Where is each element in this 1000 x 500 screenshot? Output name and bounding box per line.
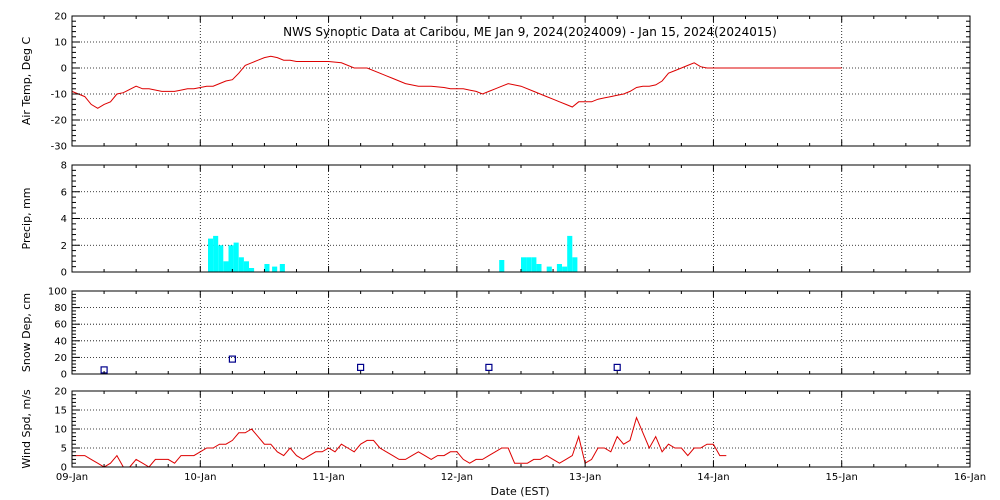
precip-bar (521, 257, 527, 272)
snowdepth-frame (71, 290, 971, 375)
precip-bar (238, 257, 244, 272)
x-axis-title: Date (EST) (490, 485, 549, 498)
precip-bar (562, 266, 568, 272)
chart-title: NWS Synoptic Data at Caribou, ME Jan 9, … (283, 25, 777, 39)
x-tick-label: 13-Jan (569, 472, 601, 483)
precip-y-axis-title: Precip, mm (20, 188, 33, 250)
precip-bar (249, 268, 255, 272)
airtemp-y-axis-title: Air Temp, Deg C (20, 37, 33, 126)
airtemp-y-tick-label: -30 (51, 142, 67, 153)
precip-bar (223, 261, 229, 272)
snowdepth-point (485, 363, 493, 371)
precip-frame (71, 164, 971, 273)
snowdepth-y-tick-label: 80 (54, 303, 67, 314)
snowdepth-y-tick-label: 20 (54, 353, 67, 364)
snowdepth-y-tick-label: 0 (61, 370, 67, 381)
airtemp-y-tick-label: 10 (54, 38, 67, 49)
wind-y-tick-label: 15 (54, 406, 67, 417)
precip-bar (228, 245, 234, 273)
x-tick-label: 09-Jan (56, 472, 88, 483)
snowdepth-point (613, 363, 621, 371)
wind-y-axis-title: Wind Spd, m/s (20, 389, 33, 469)
wind-y-tick-label: 0 (61, 463, 67, 474)
precip-bar (546, 266, 552, 272)
precip-bar (233, 242, 239, 272)
precip-bar (243, 261, 249, 272)
wind-frame (71, 390, 971, 468)
airtemp-series-line (71, 55, 842, 109)
data-layer (71, 55, 842, 468)
precip-y-tick-label: 4 (61, 214, 67, 225)
precip-y-tick-label: 8 (61, 161, 67, 172)
airtemp-y-tick-label: 0 (61, 64, 67, 75)
x-tick-label: 14-Jan (697, 472, 729, 483)
precip-bar (499, 260, 505, 272)
precip-bar (531, 257, 537, 272)
snowdepth-y-tick-label: 100 (48, 287, 67, 298)
precip-bar (264, 264, 270, 272)
airtemp-y-tick-label: 20 (54, 12, 67, 23)
snowdepth-y-tick-label: 40 (54, 336, 67, 347)
precip-y-tick-label: 2 (61, 241, 67, 252)
precip-bar (208, 238, 214, 272)
precip-bar (218, 245, 224, 273)
precip-bar (272, 266, 278, 272)
snowdepth-point (228, 355, 236, 363)
airtemp-y-tick-label: -10 (51, 90, 67, 101)
x-tick-label: 15-Jan (826, 472, 858, 483)
x-tick-label: 11-Jan (312, 472, 344, 483)
snowdepth-point (357, 363, 365, 371)
snowdepth-y-tick-label: 60 (54, 320, 67, 331)
wind-y-tick-label: 20 (54, 387, 67, 398)
wind-series-line (72, 416, 727, 468)
wind-y-tick-label: 5 (61, 444, 67, 455)
grid-layer (72, 16, 970, 467)
wind-y-tick-label: 10 (54, 425, 67, 436)
precip-bar (526, 257, 532, 272)
precip-y-tick-label: 0 (61, 268, 67, 279)
snowdepth-y-axis-title: Snow Dep, cm (20, 293, 33, 372)
precip-y-tick-label: 6 (61, 187, 67, 198)
x-tick-label: 10-Jan (184, 472, 216, 483)
airtemp-y-tick-label: -20 (51, 116, 67, 127)
precip-bar (572, 257, 578, 272)
precip-bar (213, 235, 219, 272)
x-tick-label: 16-Jan (954, 472, 986, 483)
x-tick-label: 12-Jan (441, 472, 473, 483)
precip-bar (279, 264, 285, 272)
precip-bar (556, 264, 562, 272)
axes-layer: -30 -20 -10 0 10 20 Air Temp, Deg C 0 2 4 6 8 Precip… (20, 12, 986, 484)
precip-bar (567, 235, 573, 272)
precip-bar (536, 264, 542, 272)
